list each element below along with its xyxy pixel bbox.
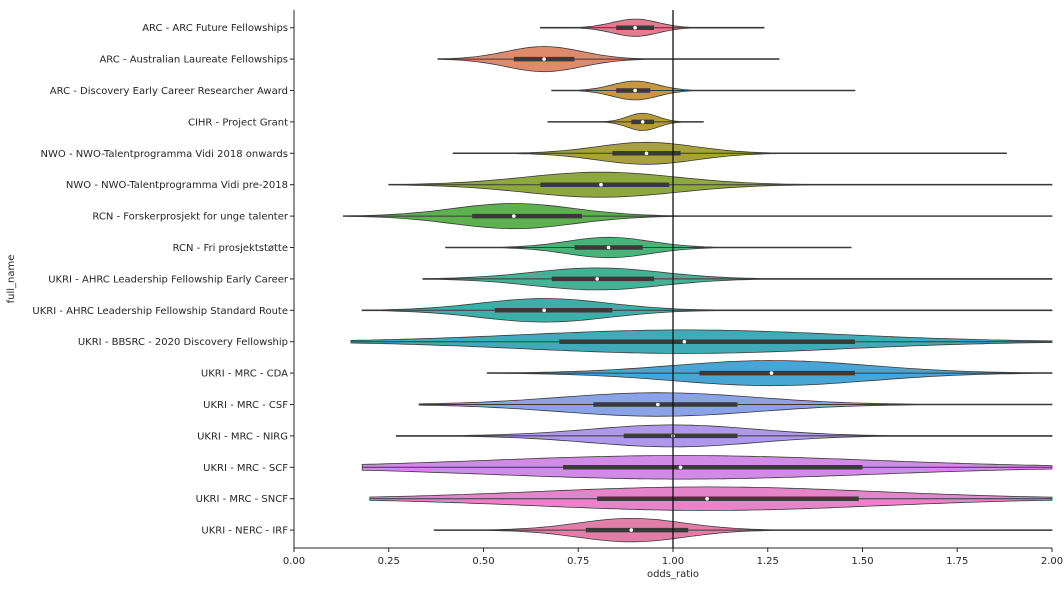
category-label: UKRI - MRC - CDA — [201, 369, 288, 380]
median-dot-12 — [656, 402, 660, 407]
category-label: ARC - ARC Future Fellowships — [142, 23, 288, 34]
median-dot-7 — [606, 245, 611, 250]
median-dot-0 — [633, 25, 637, 30]
x-tick-label: 1.00 — [662, 556, 684, 567]
violins-layer — [342, 18, 1053, 543]
x-axis-title: odds_ratio — [647, 569, 699, 580]
category-label: ARC - Australian Laureate Fellowships — [99, 55, 288, 66]
median-dot-11 — [769, 371, 774, 375]
category-label: UKRI - AHRC Leadership Fellowship Early … — [48, 274, 289, 285]
x-ticks: 0.00 0.25 0.50 0.75 1.00 1.25 1.50 1.75 2.00 — [283, 548, 1063, 567]
category-label: UKRI - MRC - CSF — [203, 400, 288, 411]
x-tick-label: 0.25 — [378, 556, 400, 567]
x-tick-label: 0.75 — [567, 556, 589, 567]
x-tick-label: 1.25 — [757, 556, 779, 567]
median-dot-9 — [542, 308, 546, 313]
x-tick-label: 2.00 — [1041, 556, 1063, 567]
median-dot-1 — [542, 57, 546, 61]
category-label: UKRI - AHRC Leadership Fellowship Standa… — [32, 306, 288, 317]
category-label: UKRI - MRC - SNCF — [196, 494, 289, 505]
x-tick-label: 1.75 — [946, 556, 968, 567]
category-label: UKRI - MRC - NIRG — [197, 431, 288, 442]
median-dot-10 — [682, 339, 687, 344]
category-label: UKRI - BBSRC - 2020 Discovery Fellowship — [78, 337, 288, 348]
median-dot-3 — [640, 120, 645, 124]
median-dot-8 — [595, 277, 599, 281]
median-dot-14 — [678, 465, 683, 470]
x-tick-label: 0.00 — [283, 556, 305, 567]
category-label: UKRI - MRC - SCF — [203, 463, 288, 474]
x-tick-label: 0.50 — [472, 556, 494, 567]
category-label: RCN - Fri prosjektstøtte — [173, 243, 288, 254]
category-label: NWO - NWO-Talentprogramma Vidi 2018 onwa… — [40, 149, 288, 160]
median-dot-4 — [644, 151, 649, 156]
y-axis-title: full_name — [6, 255, 17, 304]
median-dot-5 — [599, 182, 603, 187]
median-dot-6 — [512, 214, 516, 218]
category-labels: ARC - ARC Future Fellowships ARC - Austra… — [32, 23, 294, 537]
median-dot-2 — [633, 88, 637, 93]
category-label: UKRI - NERC - IRF — [201, 526, 288, 537]
category-label: CIHR - Project Grant — [188, 117, 288, 128]
category-label: NWO - NWO-Talentprogramma Vidi pre-2018 — [66, 180, 288, 191]
median-dot-16 — [629, 528, 634, 532]
category-label: ARC - Discovery Early Career Researcher … — [50, 86, 288, 97]
median-dot-15 — [705, 496, 709, 501]
x-tick-label: 1.50 — [851, 556, 873, 567]
category-label: RCN - Forskerprosjekt for unge talenter — [92, 212, 288, 223]
